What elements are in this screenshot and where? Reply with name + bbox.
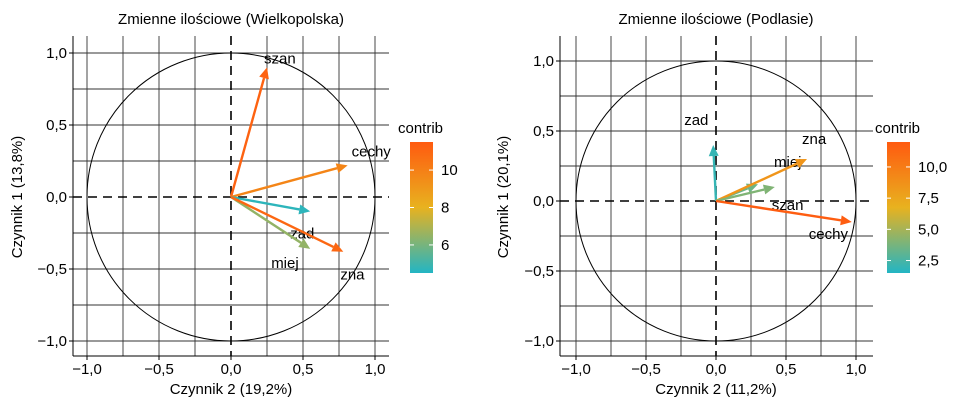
vector-cechy	[715, 199, 842, 222]
legend-title: contrib	[875, 120, 920, 137]
colorbar-tick-label: 8	[441, 200, 449, 217]
legend: contrib 2,5 5,0 7,5 10,0	[875, 120, 947, 273]
y-tick-label: 0,5	[46, 117, 67, 134]
vector-szan	[229, 77, 266, 198]
y-tick-label: −0,5	[37, 261, 67, 278]
vector-label-szan: szan	[264, 50, 296, 67]
arrowhead-cechy	[840, 215, 852, 226]
y-tick-label: −0,5	[524, 263, 554, 280]
x-tick-label: 0,0	[221, 361, 242, 378]
y-tick-label: −1,0	[37, 333, 67, 350]
colorbar	[887, 142, 910, 273]
x-axis-label: Czynnik 2 (11,2%)	[655, 381, 776, 398]
y-tick-label: 0,0	[533, 193, 554, 210]
y-tick-label: −1,0	[524, 333, 554, 350]
x-tick-label: −1,0	[72, 361, 102, 378]
colorbar-tick-label: 10	[441, 162, 458, 179]
y-tick-label: 1,0	[46, 45, 67, 62]
colorbar-tick-label: 5,0	[918, 221, 939, 238]
vector-label-miej: miej	[271, 255, 299, 272]
arrowhead-zna	[331, 242, 344, 252]
vector-label-cechy: cechy	[809, 226, 849, 243]
arrowhead-cechy	[335, 163, 348, 174]
x-tick-label: 1,0	[846, 361, 867, 378]
colorbar	[410, 142, 433, 273]
arrowhead-miej	[298, 238, 311, 249]
vector-zna	[230, 195, 334, 248]
x-tick-label: 1,0	[365, 361, 386, 378]
x-tick-label: −0,5	[631, 361, 661, 378]
colorbar-tick-label: 10,0	[918, 159, 947, 176]
panel-1: −1,0 −0,5 0,0 0,5 1,0 −1,0 −0,5 0,0 0,5 1,0 Zmienn…	[9, 11, 458, 398]
legend-title: contrib	[398, 120, 443, 137]
x-tick-label: 0,0	[706, 361, 727, 378]
vector-cechy	[230, 167, 338, 199]
y-tick-label: 0,5	[533, 123, 554, 140]
colorbar-tick-label: 7,5	[918, 190, 939, 207]
arrowhead-zna	[794, 159, 807, 169]
y-axis-label: Czynnik 1 (20,1%)	[495, 136, 512, 259]
vector-label-zna: zna	[340, 267, 365, 284]
arrowhead-zad	[298, 204, 311, 215]
arrowhead-szan	[762, 184, 775, 195]
legend: contrib 6 8 10	[398, 120, 458, 273]
vector-zad	[230, 195, 300, 211]
y-tick-label: 0,0	[46, 189, 67, 206]
x-tick-label: 0,5	[293, 361, 314, 378]
chart-title: Zmienne ilościowe (Podlasie)	[618, 11, 813, 28]
x-tick-label: 0,5	[776, 361, 797, 378]
vector-label-cechy: cechy	[352, 143, 392, 160]
vector-miej	[230, 195, 302, 244]
vector-label-miej: miej	[774, 154, 802, 171]
arrowhead-szan	[259, 67, 269, 80]
vector-zad	[712, 155, 718, 202]
y-tick-label: 1,0	[533, 53, 554, 70]
vector-szan	[715, 188, 765, 203]
colorbar-tick-label: 6	[441, 237, 449, 254]
vector-label-zad: zad	[684, 112, 708, 129]
chart-title: Zmienne ilościowe (Wielkopolska)	[118, 11, 344, 28]
colorbar-tick-label: 2,5	[918, 253, 939, 270]
x-axis-label: Czynnik 2 (19,2%)	[170, 381, 293, 398]
vector-zna	[715, 162, 798, 203]
arrowhead-zad	[708, 145, 719, 157]
y-axis-label: Czynnik 1 (13,8%)	[9, 136, 26, 259]
panel-2: −1,0 −0,5 0,0 0,5 1,0 −1,0 −0,5 0,0 0,5 1,0 Zmienn…	[495, 11, 947, 398]
vector-label-zna: zna	[802, 131, 827, 148]
x-tick-label: −0,5	[144, 361, 174, 378]
x-tick-label: −1,0	[561, 361, 591, 378]
